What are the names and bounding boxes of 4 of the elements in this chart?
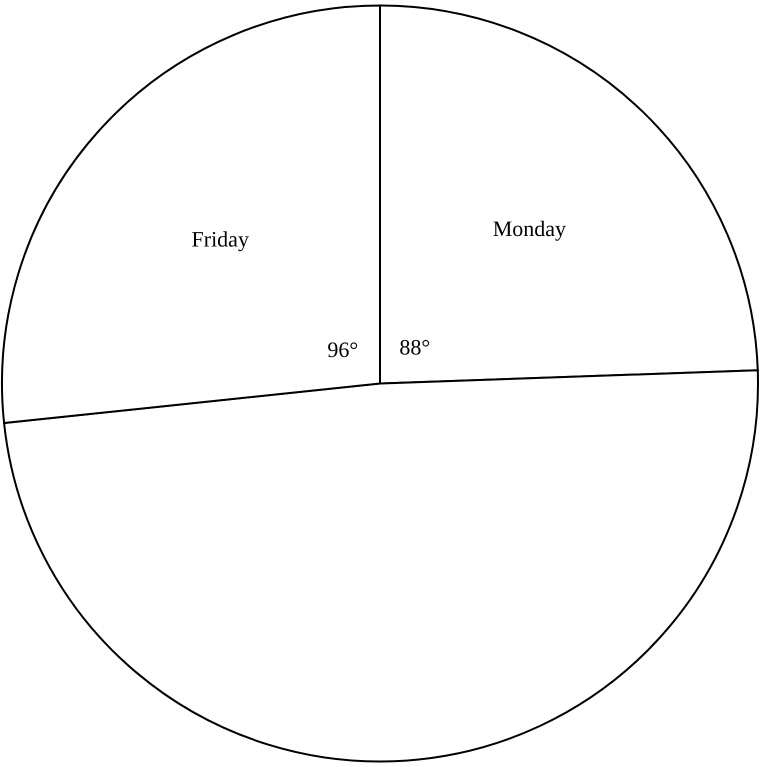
slice-label: Monday — [492, 216, 566, 241]
slice-label: Friday — [191, 226, 249, 252]
data-label: 96° — [327, 337, 358, 362]
data-label: 88° — [399, 334, 430, 360]
